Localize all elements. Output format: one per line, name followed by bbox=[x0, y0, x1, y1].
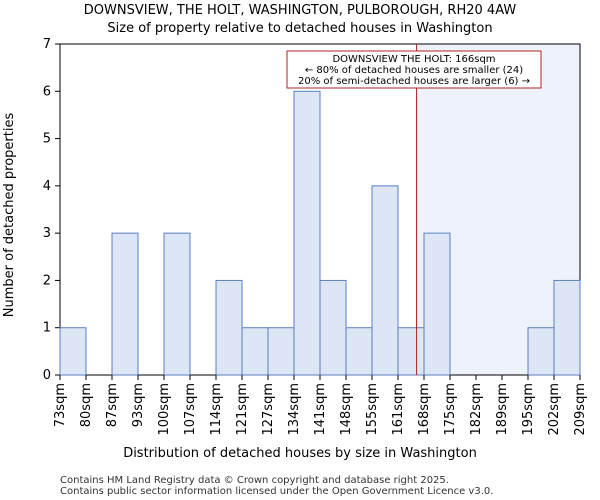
x-tick-label: 209sqm bbox=[573, 383, 588, 436]
bar-148sqm bbox=[345, 327, 373, 376]
x-tick-label: 202sqm bbox=[547, 383, 562, 436]
x-tick-label: 127sqm bbox=[261, 383, 276, 436]
x-tick-label: 93sqm bbox=[131, 383, 146, 427]
x-tick-label: 80sqm bbox=[79, 383, 94, 427]
x-tick-label: 134sqm bbox=[287, 383, 302, 436]
y-tick-label: 2 bbox=[43, 273, 51, 288]
x-tick-label: 141sqm bbox=[313, 383, 328, 436]
bar-168sqm bbox=[423, 232, 451, 376]
bar-100sqm bbox=[163, 232, 191, 376]
chart-subtitle: Size of property relative to detached ho… bbox=[107, 21, 492, 36]
bar-87sqm bbox=[111, 232, 139, 376]
x-tick-label: 182sqm bbox=[469, 383, 484, 436]
y-axis-label: Number of detached properties bbox=[2, 113, 17, 318]
y-tick-label: 5 bbox=[43, 132, 51, 147]
y-tick-label: 3 bbox=[43, 226, 51, 241]
bar-141sqm bbox=[319, 279, 347, 376]
x-tick-label: 195sqm bbox=[521, 383, 536, 436]
x-tick-label: 175sqm bbox=[443, 383, 458, 436]
x-tick-label: 168sqm bbox=[417, 383, 432, 436]
annotation-line-3: 20% of semi-detached houses are larger (… bbox=[298, 76, 530, 87]
bar-127sqm bbox=[267, 327, 295, 376]
bar-134sqm bbox=[293, 90, 321, 376]
annotation-line-1: DOWNSVIEW THE HOLT: 166sqm bbox=[332, 54, 495, 65]
footer-line-2: Contains public sector information licen… bbox=[60, 486, 493, 497]
y-tick-label: 4 bbox=[43, 179, 51, 194]
x-tick-label: 107sqm bbox=[183, 383, 198, 436]
x-tick-label: 189sqm bbox=[495, 383, 510, 436]
y-tick-label: 7 bbox=[43, 37, 51, 52]
annotation-line-2: ← 80% of detached houses are smaller (24… bbox=[305, 65, 523, 76]
x-tick-label: 121sqm bbox=[235, 383, 250, 436]
annotation-box bbox=[286, 50, 542, 89]
bar-114sqm bbox=[215, 279, 243, 376]
x-tick-label: 114sqm bbox=[209, 383, 224, 436]
y-tick-label: 1 bbox=[43, 321, 51, 336]
bar-195sqm bbox=[527, 327, 555, 376]
footer-line-1: Contains HM Land Registry data © Crown c… bbox=[60, 475, 449, 486]
bar-202sqm bbox=[553, 279, 581, 376]
y-tick-label: 6 bbox=[43, 84, 51, 99]
bar-155sqm bbox=[371, 185, 399, 376]
bar-73sqm bbox=[59, 327, 87, 376]
x-axis-label: Distribution of detached houses by size … bbox=[123, 446, 477, 461]
chart-title: DOWNSVIEW, THE HOLT, WASHINGTON, PULBORO… bbox=[84, 3, 517, 18]
x-tick-label: 155sqm bbox=[365, 383, 380, 436]
x-tick-label: 100sqm bbox=[157, 383, 172, 436]
y-tick-label: 0 bbox=[43, 368, 51, 383]
bar-121sqm bbox=[241, 327, 269, 376]
x-tick-label: 87sqm bbox=[105, 383, 120, 427]
x-tick-label: 161sqm bbox=[391, 383, 406, 436]
bar-161sqm bbox=[397, 327, 425, 376]
x-tick-label: 148sqm bbox=[339, 383, 354, 436]
x-tick-label: 73sqm bbox=[53, 383, 68, 427]
